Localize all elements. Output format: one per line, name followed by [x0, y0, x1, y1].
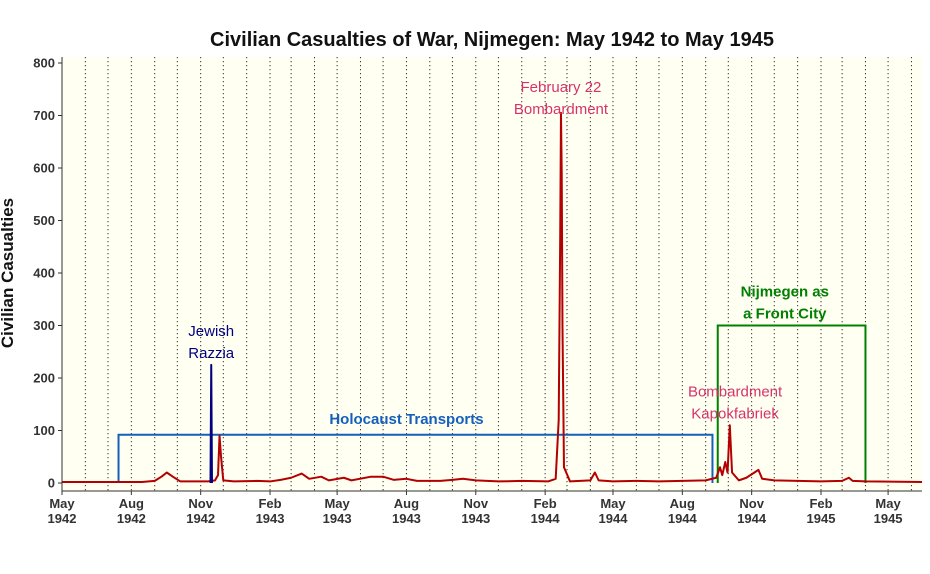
x-tick-label: May 1943: [323, 496, 352, 526]
y-tick-label: 200: [33, 371, 55, 386]
x-tick-year: 1945: [874, 511, 903, 526]
annotation-label: Jewish Razzia: [188, 323, 235, 362]
grid-lines: [61, 57, 912, 491]
x-tick-label: May 1942: [48, 496, 77, 526]
x-tick-year: 1943: [256, 511, 285, 526]
y-tick-label: 100: [33, 423, 55, 438]
y-tick-label: 800: [33, 56, 55, 71]
y-tick-label: 700: [33, 108, 55, 123]
annotation-label: February 22 Bombardment: [514, 79, 609, 118]
annotation-line: Bombardment: [514, 101, 609, 118]
x-tick-month: May: [49, 496, 75, 511]
annotation-line: Holocaust Transports: [329, 411, 483, 428]
x-tick-year: 1944: [531, 511, 561, 526]
x-tick-year: 1944: [668, 511, 698, 526]
annotations: February 22 Bombardment Jewish Razzia Bombar…: [188, 79, 829, 428]
x-tick-year: 1945: [807, 511, 836, 526]
annotation-line: Nijmegen as: [741, 284, 829, 301]
x-tick-year: 1944: [599, 511, 629, 526]
y-axis-label: Civilian Casualties: [0, 198, 17, 348]
annotation-line: Bombardment: [688, 383, 783, 400]
x-tick-label: May 1944: [599, 496, 629, 526]
annotation-label: Bombardment Kapokfabriek: [688, 383, 783, 422]
x-tick-label: Feb 1945: [807, 496, 836, 526]
annotation-line: Jewish: [188, 323, 234, 340]
y-tick-label: 500: [33, 213, 55, 228]
x-tick-year: 1942: [117, 511, 146, 526]
x-tick-label: Feb 1943: [256, 496, 285, 526]
period-bracket: [117, 433, 714, 483]
x-tick-label: Nov 1942: [186, 496, 215, 526]
x-tick-month: Nov: [464, 496, 489, 511]
x-tick-month: May: [875, 496, 901, 511]
x-tick-month: Feb: [534, 496, 557, 511]
x-tick-year: 1943: [392, 511, 421, 526]
x-tick-month: Aug: [119, 496, 144, 511]
x-tick-label: Aug 1943: [392, 496, 421, 526]
annotation-line: February 22: [521, 79, 602, 96]
x-tick-month: Aug: [394, 496, 419, 511]
y-tick-label: 300: [33, 318, 55, 333]
x-tick-year: 1942: [48, 511, 77, 526]
x-tick-month: Nov: [188, 496, 213, 511]
x-tick-year: 1944: [737, 511, 767, 526]
annotation-label: Holocaust Transports: [329, 411, 483, 428]
x-tick-label: Nov 1943: [461, 496, 490, 526]
x-tick-label: Aug 1942: [117, 496, 146, 526]
annotation-label: Nijmegen as a Front City: [741, 284, 829, 323]
x-tick-month: Feb: [258, 496, 281, 511]
x-tick-label: May 1945: [874, 496, 903, 526]
x-tick-label: Aug 1944: [668, 496, 698, 526]
period-bracket: [716, 324, 867, 483]
x-tick-year: 1942: [186, 511, 215, 526]
x-tick-month: May: [324, 496, 350, 511]
x-tick-label: Feb 1944: [531, 496, 561, 526]
x-tick-label: Nov 1944: [737, 496, 767, 526]
data-series: [62, 111, 923, 484]
x-tick-month: May: [600, 496, 626, 511]
y-tick-label: 0: [48, 476, 55, 491]
period-brackets: [117, 324, 867, 483]
x-tick-month: Feb: [809, 496, 832, 511]
y-axis: 0 100 200 300 400 500 600 700 800: [33, 56, 63, 491]
x-tick-year: 1943: [461, 511, 490, 526]
series-line: [62, 111, 923, 483]
x-tick-month: Nov: [739, 496, 764, 511]
annotation-line: a Front City: [743, 306, 827, 323]
y-tick-label: 600: [33, 161, 55, 176]
annotation-line: Razzia: [188, 345, 235, 362]
series-line: [209, 363, 213, 484]
x-tick-year: 1943: [323, 511, 352, 526]
chart-title: Civilian Casualties of War, Nijmegen: Ma…: [210, 29, 774, 51]
x-tick-month: Aug: [670, 496, 695, 511]
annotation-line: Kapokfabriek: [691, 405, 779, 422]
plot-background: [62, 57, 922, 491]
y-tick-label: 400: [33, 266, 55, 281]
